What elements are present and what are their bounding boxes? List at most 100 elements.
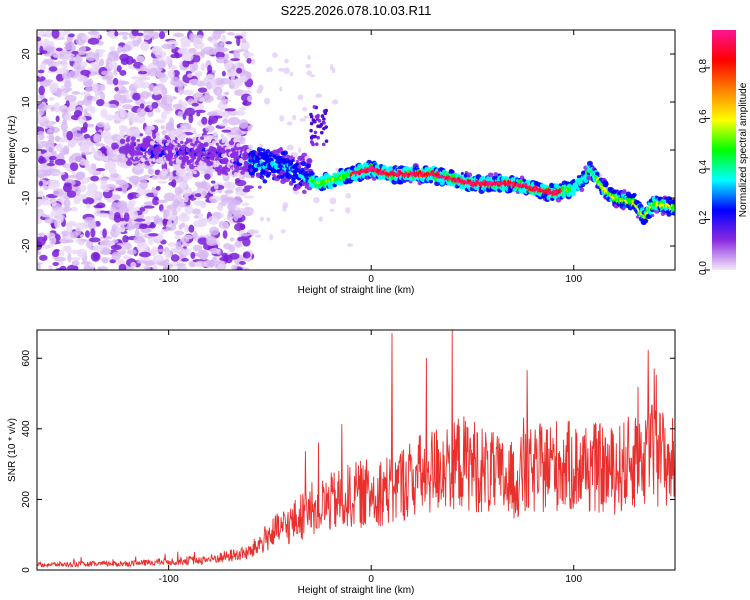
noise-blob <box>220 221 230 231</box>
noise-blob <box>115 227 125 233</box>
noise-blob <box>220 194 228 203</box>
ridge-blob <box>233 171 240 177</box>
ridge-blob <box>189 164 195 170</box>
noise-blob <box>234 178 241 184</box>
ridge-blob <box>323 111 328 116</box>
noise-blob <box>66 221 77 227</box>
noise-blob <box>133 235 145 244</box>
noise-blob <box>189 33 195 43</box>
ridge-blob <box>170 145 174 149</box>
noise-blob <box>37 75 46 82</box>
noise-blob <box>77 115 87 124</box>
ridge-blob <box>309 128 313 133</box>
noise-blob <box>67 33 75 38</box>
ridge-blob <box>288 181 294 186</box>
noise-blob <box>278 67 285 72</box>
noise-blob <box>68 70 80 79</box>
spectrogram-x-ticks: -100 0 100 <box>159 30 583 285</box>
noise-blob <box>95 90 100 99</box>
snr-x-label: Height of straight line (km) <box>298 585 415 596</box>
noise-blob <box>222 118 229 124</box>
noise-blob <box>110 202 119 212</box>
noise-blob <box>95 167 106 172</box>
ridge-blob <box>236 143 241 148</box>
snr-y-tick-label: 400 <box>21 420 32 437</box>
noise-blob <box>162 218 167 227</box>
noise-blob <box>286 144 294 151</box>
ridge-blob <box>315 142 319 146</box>
ridge-blob <box>372 177 377 181</box>
chart-title: S225.2026.078.10.03.R11 <box>281 3 432 18</box>
noise-blob <box>93 133 101 143</box>
noise-blob <box>181 52 194 62</box>
noise-blob <box>67 56 76 62</box>
noise-blob <box>109 167 117 175</box>
ridge-blob <box>292 152 299 158</box>
noise-blob <box>264 97 271 105</box>
noise-blob <box>71 91 81 95</box>
noise-blob <box>200 201 207 209</box>
noise-blob <box>112 77 119 86</box>
ridge-blob <box>279 146 283 150</box>
ridge-blob <box>184 155 190 160</box>
ridge-blob <box>313 130 318 135</box>
noise-blob <box>194 70 203 77</box>
noise-blob <box>280 229 286 234</box>
ridge-blob <box>622 189 627 193</box>
noise-blob <box>50 106 55 112</box>
noise-blob <box>113 53 120 62</box>
noise-blob <box>140 90 150 100</box>
noise-blob <box>90 190 101 199</box>
noise-blob <box>239 261 246 265</box>
noise-blob <box>106 198 115 203</box>
noise-blob <box>157 199 168 204</box>
noise-blob <box>39 254 48 261</box>
noise-blob <box>143 174 151 179</box>
noise-blob <box>72 55 83 64</box>
noise-blob <box>90 251 101 262</box>
noise-blob <box>172 103 183 110</box>
noise-blob <box>279 115 285 122</box>
noise-blob <box>49 179 59 186</box>
noise-blob <box>102 228 107 239</box>
ridge-blob <box>603 181 609 187</box>
noise-blob <box>204 91 210 101</box>
noise-blob <box>148 67 159 77</box>
noise-blob <box>118 130 126 138</box>
ridge-blob <box>136 166 141 170</box>
ridge-blob <box>428 179 434 184</box>
noise-blob <box>227 209 232 218</box>
noise-blob <box>207 118 213 126</box>
noise-blob <box>227 116 240 126</box>
noise-blob <box>46 162 55 167</box>
noise-blob <box>165 55 172 65</box>
noise-blob <box>163 107 174 112</box>
ridge-blob <box>316 135 320 140</box>
noise-blob <box>110 244 122 251</box>
noise-blob <box>71 152 83 163</box>
noise-blob <box>269 233 274 241</box>
ridge-blob <box>228 140 235 146</box>
noise-blob <box>238 119 249 129</box>
noise-blob <box>213 184 219 190</box>
noise-blob <box>297 94 304 100</box>
noise-blob <box>154 119 166 124</box>
noise-blob <box>217 263 225 270</box>
noise-blob <box>143 201 155 206</box>
ridge-blob <box>212 140 217 145</box>
noise-blob <box>94 209 101 217</box>
noise-blob <box>117 153 127 163</box>
noise-blob <box>292 114 297 121</box>
noise-blob <box>55 143 64 152</box>
noise-blob <box>76 75 89 83</box>
ridge-blob <box>558 183 563 187</box>
noise-blob <box>272 52 278 58</box>
noise-blob <box>113 214 122 223</box>
snr-y-tick-label: 600 <box>21 349 32 366</box>
ridge-blob <box>599 173 603 177</box>
noise-blob <box>196 112 201 117</box>
ridge-blob <box>203 141 209 148</box>
noise-blob <box>52 261 59 267</box>
noise-blob <box>119 94 127 104</box>
